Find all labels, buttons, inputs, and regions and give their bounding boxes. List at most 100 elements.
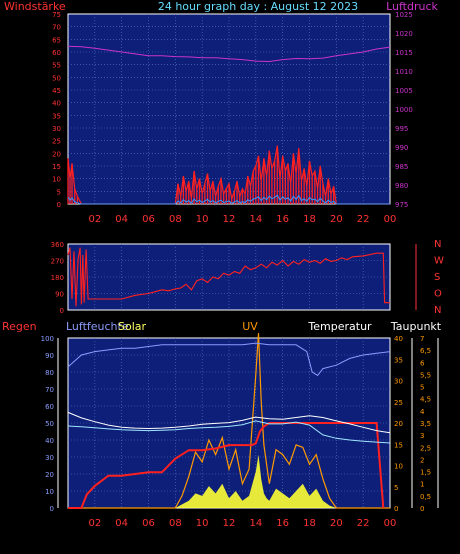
humidity-y-tick: 0 xyxy=(50,505,54,513)
wind-y-tick: 5 xyxy=(57,188,61,196)
wind-y-tick: 0 xyxy=(57,201,61,209)
p1-x-tick: 08 xyxy=(169,214,182,225)
p3-x-tick: 16 xyxy=(276,518,289,529)
rain-line xyxy=(68,422,385,509)
dir-y-tick: 0 xyxy=(60,307,64,315)
humidity-y-tick: 50 xyxy=(45,420,54,428)
wind-y-tick: 25 xyxy=(52,138,61,146)
uv-y-tick: 2 xyxy=(420,456,424,464)
p3-x-tick: 10 xyxy=(196,518,209,529)
p1-x-tick: 16 xyxy=(276,214,289,225)
uv-y-tick: 4 xyxy=(420,408,425,416)
humidity-y-tick: 30 xyxy=(45,454,54,462)
humidity-y-tick: 70 xyxy=(45,386,54,394)
humidity-y-tick: 40 xyxy=(45,437,54,445)
humidity-line xyxy=(67,342,391,377)
dewpoint-axis-label: Taupunkt xyxy=(390,320,442,333)
pressure-y-tick: 1010 xyxy=(395,68,413,76)
p3-x-tick: 00 xyxy=(384,518,397,529)
dir-y-tick: 180 xyxy=(51,274,64,282)
p3-x-tick: 14 xyxy=(249,518,262,529)
pressure-y-tick: 975 xyxy=(395,201,408,209)
humidity-y-tick: 60 xyxy=(45,403,54,411)
temp-y-tick: 10 xyxy=(394,463,403,471)
temp-y-tick: 25 xyxy=(394,399,403,407)
temp-y-tick: 15 xyxy=(394,441,403,449)
p1-x-tick: 12 xyxy=(223,214,236,225)
uv-y-tick: 7 xyxy=(420,335,424,343)
dir-y-tick: 270 xyxy=(51,258,64,266)
p3-x-tick: 06 xyxy=(142,518,155,529)
wind-axis-label: Windstärke xyxy=(4,0,66,13)
temperature-axis-label: Temperatur xyxy=(307,320,372,333)
dir-y-tick: 90 xyxy=(55,291,64,299)
p1-x-tick: 14 xyxy=(249,214,262,225)
pressure-axis-label: Luftdruck xyxy=(386,0,438,13)
p1-plot-area xyxy=(67,13,391,205)
uv-y-tick: 2,5 xyxy=(420,444,431,452)
pressure-y-tick: 1020 xyxy=(395,30,413,38)
pressure-y-tick: 990 xyxy=(395,144,408,152)
wind-y-tick: 65 xyxy=(52,36,61,44)
humidity-axis-label: Luftfeuchte xyxy=(66,320,129,333)
dir-compass-tick: W xyxy=(434,256,444,267)
rain-humidity-temp-panel: 1009080706050403020100403530252015105076… xyxy=(41,333,439,529)
wind-y-tick: 35 xyxy=(52,112,61,120)
uv-y-tick: 3 xyxy=(420,432,424,440)
uv-y-tick: 0 xyxy=(420,505,424,513)
wind-y-tick: 20 xyxy=(52,150,61,158)
p1-x-tick: 00 xyxy=(384,214,397,225)
uv-y-tick: 0,5 xyxy=(420,493,431,501)
pressure-y-tick: 1015 xyxy=(395,49,413,57)
uv-axis-label: UV xyxy=(242,320,258,333)
p1-x-tick: 02 xyxy=(88,214,101,225)
wind-y-tick: 55 xyxy=(52,62,61,70)
temp-y-tick: 35 xyxy=(394,356,403,364)
wind-pressure-panel: 7570656055504540353025201510501025102010… xyxy=(52,11,413,225)
temp-y-tick: 30 xyxy=(394,378,403,386)
chart-title: 24 hour graph day : August 12 2023 xyxy=(158,0,358,13)
p3-x-tick: 22 xyxy=(357,518,370,529)
uv-y-tick: 5 xyxy=(420,384,424,392)
uv-y-tick: 6 xyxy=(420,359,425,367)
humidity-y-tick: 80 xyxy=(45,369,54,377)
uv-y-tick: 1 xyxy=(420,481,424,489)
p1-x-tick: 20 xyxy=(330,214,343,225)
p1-x-tick: 04 xyxy=(115,214,128,225)
humidity-y-tick: 90 xyxy=(45,352,54,360)
humidity-y-tick: 100 xyxy=(41,335,54,343)
dewpoint-line xyxy=(67,420,391,444)
pressure-y-tick: 1025 xyxy=(395,11,413,19)
p3-x-tick: 20 xyxy=(330,518,343,529)
wind-y-tick: 40 xyxy=(52,100,61,108)
uv-y-tick: 4,5 xyxy=(420,396,431,404)
dir-compass-tick: O xyxy=(434,289,442,300)
uv-line xyxy=(68,333,390,509)
dir-compass-tick: N xyxy=(434,239,441,250)
pressure-y-tick: 985 xyxy=(395,163,408,171)
humidity-y-tick: 10 xyxy=(45,488,54,496)
uv-y-tick: 3,5 xyxy=(420,420,431,428)
wind-avg-line xyxy=(67,194,390,205)
p3-x-tick: 18 xyxy=(303,518,316,529)
wind-y-tick: 75 xyxy=(52,11,61,19)
direction-line xyxy=(67,247,390,307)
p3-x-tick: 02 xyxy=(88,518,101,529)
dir-compass-tick: S xyxy=(434,272,440,283)
uv-y-tick: 5,5 xyxy=(420,371,431,379)
dir-y-tick: 360 xyxy=(51,241,64,249)
wind-y-tick: 50 xyxy=(52,74,61,82)
uv-y-tick: 1,5 xyxy=(420,469,431,477)
humidity-y-tick: 20 xyxy=(45,471,54,479)
temperature-line xyxy=(67,411,391,434)
p1-x-tick: 06 xyxy=(142,214,155,225)
p1-x-tick: 22 xyxy=(357,214,370,225)
pressure-y-tick: 1005 xyxy=(395,87,413,95)
p1-x-tick: 10 xyxy=(196,214,209,225)
temp-y-tick: 0 xyxy=(394,505,398,513)
p3-x-tick: 12 xyxy=(223,518,236,529)
wind-y-tick: 45 xyxy=(52,87,61,95)
temp-y-tick: 40 xyxy=(394,335,403,343)
